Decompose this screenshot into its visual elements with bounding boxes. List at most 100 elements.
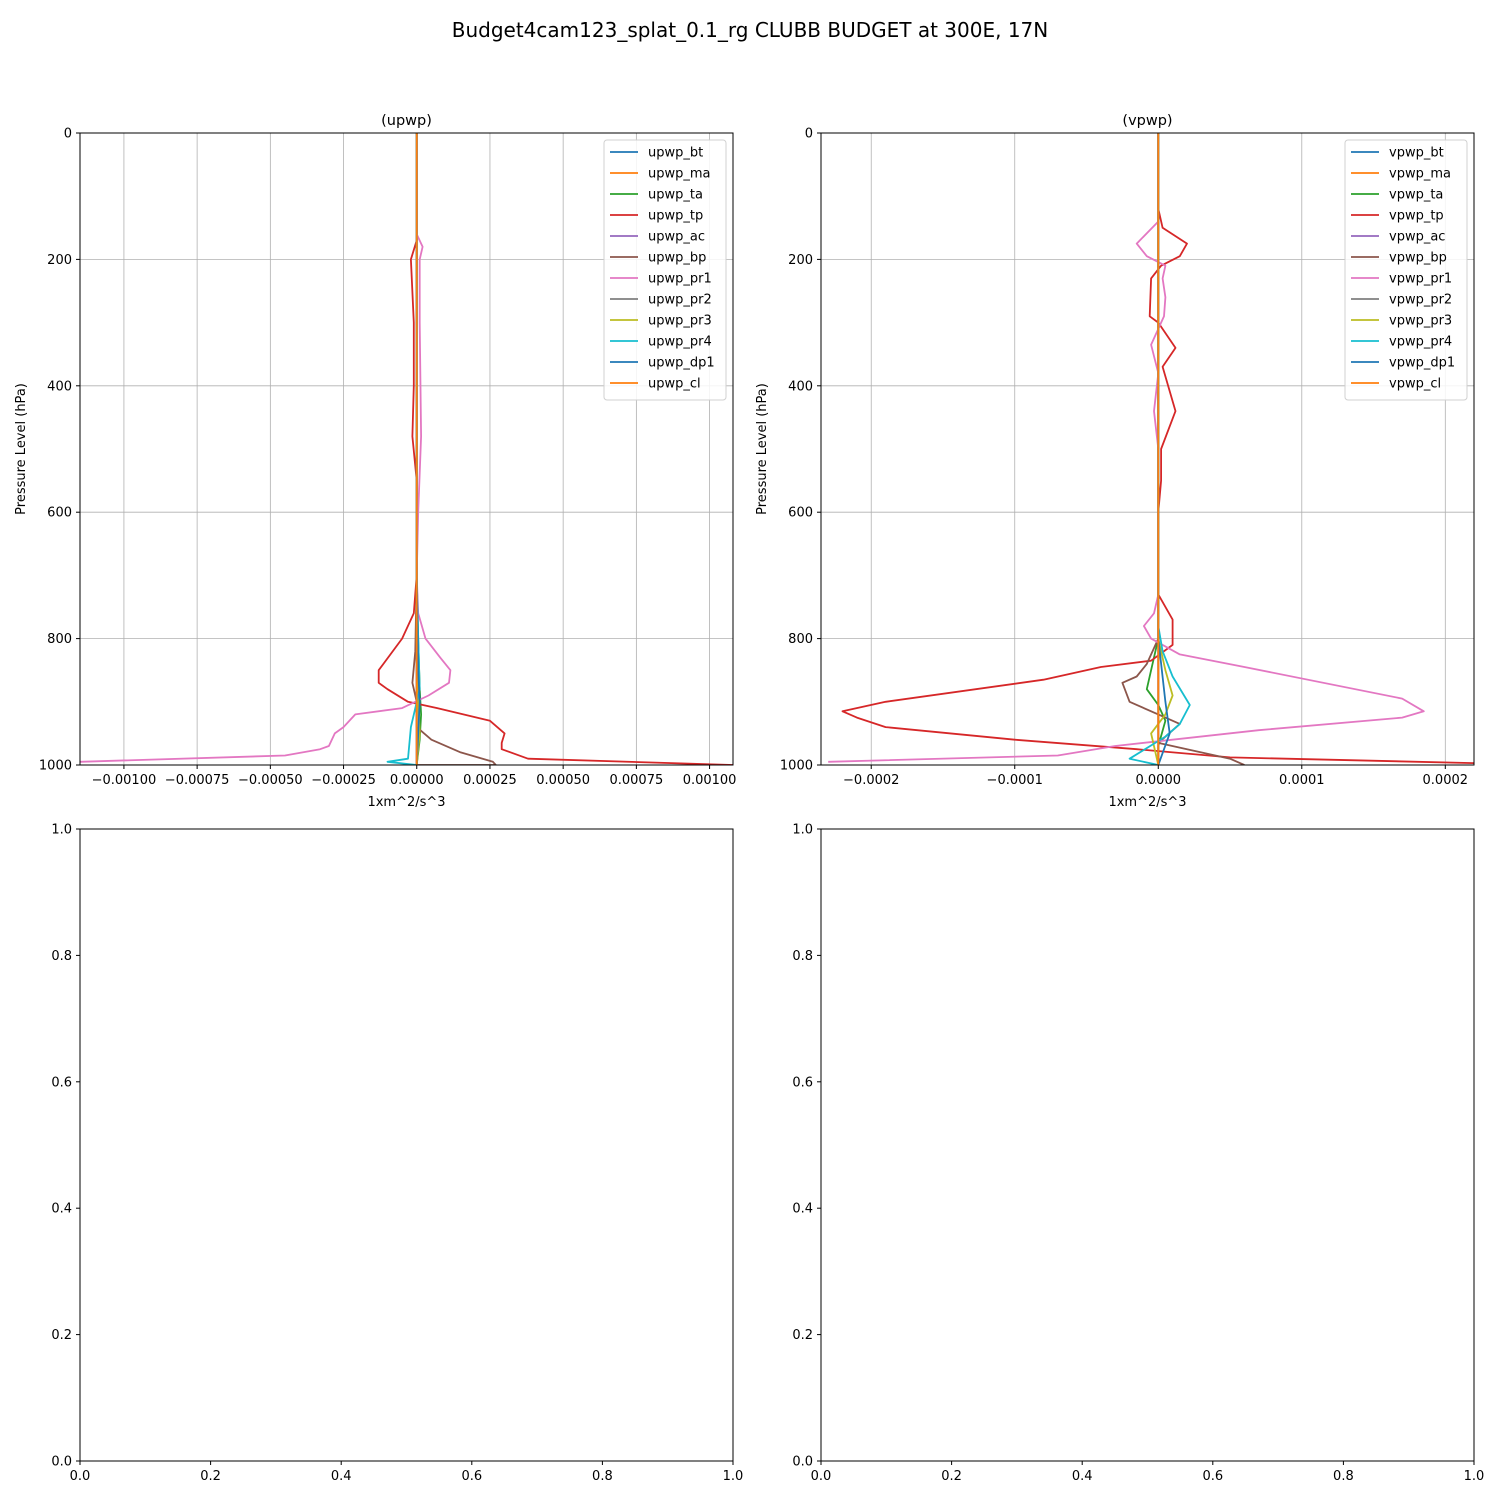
legend-label: vpwp_ta <box>1389 188 1443 203</box>
x-tick-label: 0.6 <box>1202 1469 1223 1484</box>
legend-label: upwp_cl <box>648 377 701 392</box>
x-tick-label: 1.0 <box>1464 1469 1485 1484</box>
y-tick-label: 800 <box>788 632 813 647</box>
x-tick-label: 0.8 <box>592 1469 613 1484</box>
axes-3: 0.0 0.2 0.4 0.6 0.8 1.0 0.0 0.2 0.4 0.6 0.8 1.0 <box>51 823 743 1485</box>
y-tick-label: 0.2 <box>792 1328 813 1343</box>
axes-frame <box>79 828 734 1462</box>
axes-root: −0.00100 −0.00075 −0.00050 −0.00025 0.00000 0… <box>14 113 1484 1484</box>
y-tick-label: 1.0 <box>792 823 813 838</box>
x-tick-label: 0.0 <box>811 1469 832 1484</box>
legend-label: upwp_bt <box>648 146 703 161</box>
series-line-upwp_tp <box>377 133 733 765</box>
y-tick-label: 400 <box>788 379 813 394</box>
y-tick-label: 0.4 <box>51 1202 72 1217</box>
x-tick-label: 0.00025 <box>463 773 517 788</box>
x-tick-label: 0.0002 <box>1423 773 1469 788</box>
legend-label: vpwp_pr2 <box>1389 293 1452 308</box>
y-tick-label: 1.0 <box>51 823 72 838</box>
legend: vpwp_bt vpwp_ma vpwp_ta vpwp_tp vpwp_ac vpwp_… <box>1344 139 1468 401</box>
legend-label: vpwp_tp <box>1389 209 1444 224</box>
x-tick-label: 0.6 <box>461 1469 482 1484</box>
x-axis-label: 1xm^2/s^3 <box>1108 795 1186 810</box>
legend-label: upwp_pr1 <box>648 272 712 287</box>
axes-2: −0.0002 −0.0001 0.0000 0.0001 0.0002 0 200 400 6… <box>755 113 1475 810</box>
y-tick-label: 0 <box>805 127 813 142</box>
series-line-vpwp_pr4 <box>1128 133 1191 765</box>
legend-label: vpwp_bt <box>1389 146 1444 161</box>
x-tick-label: −0.0001 <box>987 773 1043 788</box>
axes-1: −0.00100 −0.00075 −0.00050 −0.00025 0.00000 0… <box>14 113 736 810</box>
series-line-vpwp_bp <box>1121 133 1245 765</box>
legend-label: upwp_ac <box>648 230 705 245</box>
series-line-upwp_bp <box>411 133 497 765</box>
legend-label: vpwp_ac <box>1389 230 1445 245</box>
y-tick-label: 400 <box>47 379 72 394</box>
y-tick-label: 0.8 <box>51 949 72 964</box>
x-tick-label: −0.00050 <box>238 773 303 788</box>
legend: upwp_bt upwp_ma upwp_ta upwp_tp upwp_ac upwp_… <box>603 139 727 401</box>
axes-title: (vpwp) <box>1122 113 1172 129</box>
x-tick-label: 0.2 <box>200 1469 221 1484</box>
y-tick-label: 0.4 <box>792 1202 813 1217</box>
legend-label: upwp_dp1 <box>648 356 715 371</box>
series-line-upwp_pr1 <box>80 133 452 763</box>
axes-4: 0.0 0.2 0.4 0.6 0.8 1.0 0.0 0.2 0.4 0.6 0.8 1.0 <box>792 823 1484 1485</box>
x-tick-label: 0.4 <box>331 1469 352 1484</box>
x-tick-label: 0.4 <box>1072 1469 1093 1484</box>
axes-title: (upwp) <box>381 113 432 129</box>
legend-label: upwp_ta <box>648 188 703 203</box>
series-line-vpwp_pr1 <box>828 133 1425 763</box>
y-tick-label: 0.0 <box>792 1455 813 1470</box>
axes-frame <box>820 828 1475 1462</box>
y-tick-label: 0.8 <box>792 949 813 964</box>
x-tick-label: 0.00050 <box>536 773 590 788</box>
legend-label: vpwp_dp1 <box>1389 356 1455 371</box>
legend-label: vpwp_pr4 <box>1389 335 1452 350</box>
y-tick-label: 0.6 <box>792 1075 813 1090</box>
legend-label: vpwp_bp <box>1389 251 1447 266</box>
y-axis-label: Pressure Level (hPa) <box>755 383 770 515</box>
y-tick-label: 0.0 <box>51 1455 72 1470</box>
y-tick-label: 1000 <box>39 759 72 774</box>
x-tick-label: 0.0 <box>70 1469 91 1484</box>
x-tick-label: −0.0002 <box>843 773 899 788</box>
x-tick-label: 0.2 <box>941 1469 962 1484</box>
x-tick-label: 0.00075 <box>609 773 663 788</box>
y-tick-label: 200 <box>47 253 72 268</box>
figure-title: Budget4cam123_splat_0.1_rg CLUBB BUDGET … <box>452 18 1048 42</box>
legend-label: vpwp_pr3 <box>1389 314 1452 329</box>
x-tick-label: 0.00000 <box>390 773 444 788</box>
y-tick-label: 200 <box>788 253 813 268</box>
legend-label: upwp_pr4 <box>648 335 712 350</box>
y-tick-label: 600 <box>788 506 813 521</box>
x-tick-label: 1.0 <box>723 1469 744 1484</box>
legend-label: upwp_tp <box>648 209 703 224</box>
y-tick-label: 0 <box>64 127 72 142</box>
legend-label: vpwp_pr1 <box>1389 272 1452 287</box>
axes-frame <box>820 132 1475 766</box>
y-tick-label: 1000 <box>780 759 813 774</box>
y-tick-label: 0.2 <box>51 1328 72 1343</box>
x-tick-label: −0.00100 <box>92 773 157 788</box>
legend-label: vpwp_ma <box>1389 167 1451 182</box>
legend-box <box>1344 139 1468 401</box>
axes-frame <box>79 132 734 766</box>
x-tick-label: 0.0001 <box>1279 773 1325 788</box>
legend-label: upwp_pr3 <box>648 314 712 329</box>
y-tick-label: 600 <box>47 506 72 521</box>
legend-label: upwp_bp <box>648 251 706 266</box>
series-group <box>80 133 733 765</box>
x-axis-label: 1xm^2/s^3 <box>367 795 445 810</box>
y-axis-label: Pressure Level (hPa) <box>14 383 29 515</box>
x-tick-label: 0.0000 <box>1136 773 1182 788</box>
y-tick-label: 800 <box>47 632 72 647</box>
legend-label: upwp_ma <box>648 167 711 182</box>
y-tick-label: 0.6 <box>51 1075 72 1090</box>
series-group <box>828 133 1474 765</box>
legend-label: upwp_pr2 <box>648 293 712 308</box>
x-tick-label: −0.00075 <box>165 773 230 788</box>
legend-label: vpwp_cl <box>1389 377 1441 392</box>
x-tick-label: 0.8 <box>1333 1469 1354 1484</box>
